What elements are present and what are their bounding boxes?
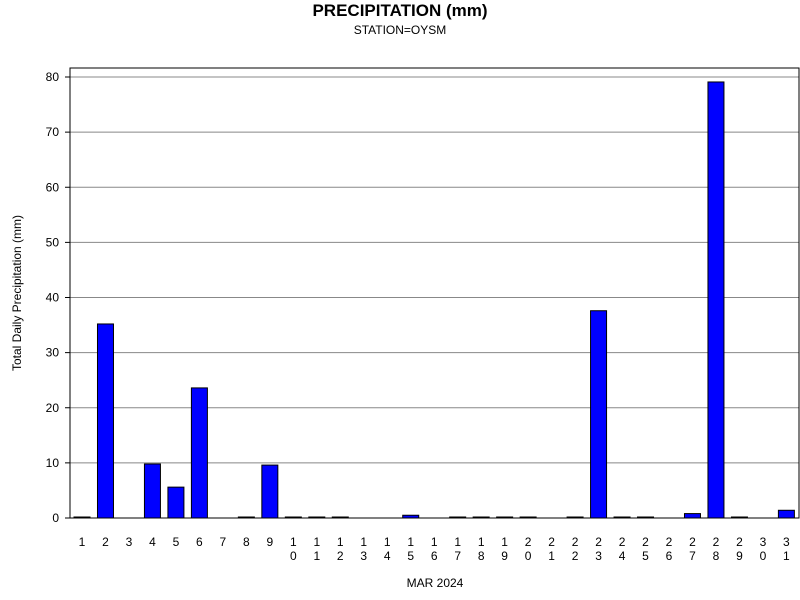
x-tick-label: 2 [102, 535, 109, 549]
y-tick-label: 60 [46, 180, 60, 194]
bars [73, 81, 795, 519]
y-tick-label: 10 [46, 456, 60, 470]
y-tick-label: 50 [46, 235, 60, 249]
y-tick-label: 40 [46, 291, 60, 305]
bar-day-2 [96, 323, 114, 519]
x-tick-label: 8 [243, 535, 250, 549]
x-tick-label: 6 [196, 535, 203, 549]
chart-subtitle: STATION=OYSM [353, 23, 447, 37]
y-tick-label: 20 [46, 401, 60, 415]
bar-day-6 [190, 387, 208, 519]
x-tick-label: 4 [149, 535, 156, 549]
x-tick-label: 7 [220, 535, 227, 549]
x-axis-label: MAR 2024 [407, 576, 464, 590]
bar-day-23 [590, 310, 608, 519]
bar-day-31 [777, 509, 795, 519]
grid-lines [70, 76, 799, 464]
bar-day-5 [167, 486, 185, 519]
y-tick-label: 30 [46, 346, 60, 360]
bar-day-27 [683, 513, 701, 519]
x-tick-label: 3 [126, 535, 133, 549]
plot-frame [69, 67, 800, 519]
bar-day-9 [261, 464, 279, 519]
x-tick-label: 1 [79, 535, 86, 549]
bar-day-28 [707, 81, 725, 519]
chart-title: PRECIPITATION (mm) [312, 1, 488, 20]
bar-day-4 [143, 463, 161, 519]
y-tick-label: 0 [52, 511, 59, 525]
y-tick-label: 70 [46, 125, 60, 139]
y-tick-label: 80 [46, 70, 60, 84]
y-axis-label: Total Daily Precipitation (mm) [10, 215, 24, 371]
y-axis: 0 10 20 30 40 50 60 70 80 [46, 70, 70, 525]
x-tick-label: 9 [266, 535, 273, 549]
x-tick-label: 5 [173, 535, 180, 549]
x-axis: 1 2 3 4 5 6 7 8 9 1 01 11 21 31 41 51 61 71 81 92 02 12 22 32 42… [79, 535, 790, 563]
